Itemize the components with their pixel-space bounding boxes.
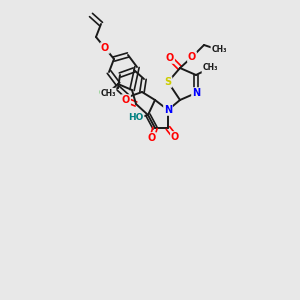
- Text: O: O: [188, 52, 196, 62]
- Text: O: O: [171, 132, 179, 142]
- Text: N: N: [192, 88, 200, 98]
- Text: HO: HO: [128, 113, 144, 122]
- Text: O: O: [166, 53, 174, 63]
- Text: CH₃: CH₃: [211, 46, 227, 55]
- Text: CH₃: CH₃: [100, 88, 116, 98]
- Text: O: O: [122, 95, 130, 105]
- Text: S: S: [164, 77, 172, 87]
- Text: O: O: [101, 43, 109, 53]
- Text: O: O: [148, 133, 156, 143]
- Text: Cl: Cl: [99, 88, 110, 98]
- Text: N: N: [164, 105, 172, 115]
- Text: CH₃: CH₃: [202, 64, 218, 73]
